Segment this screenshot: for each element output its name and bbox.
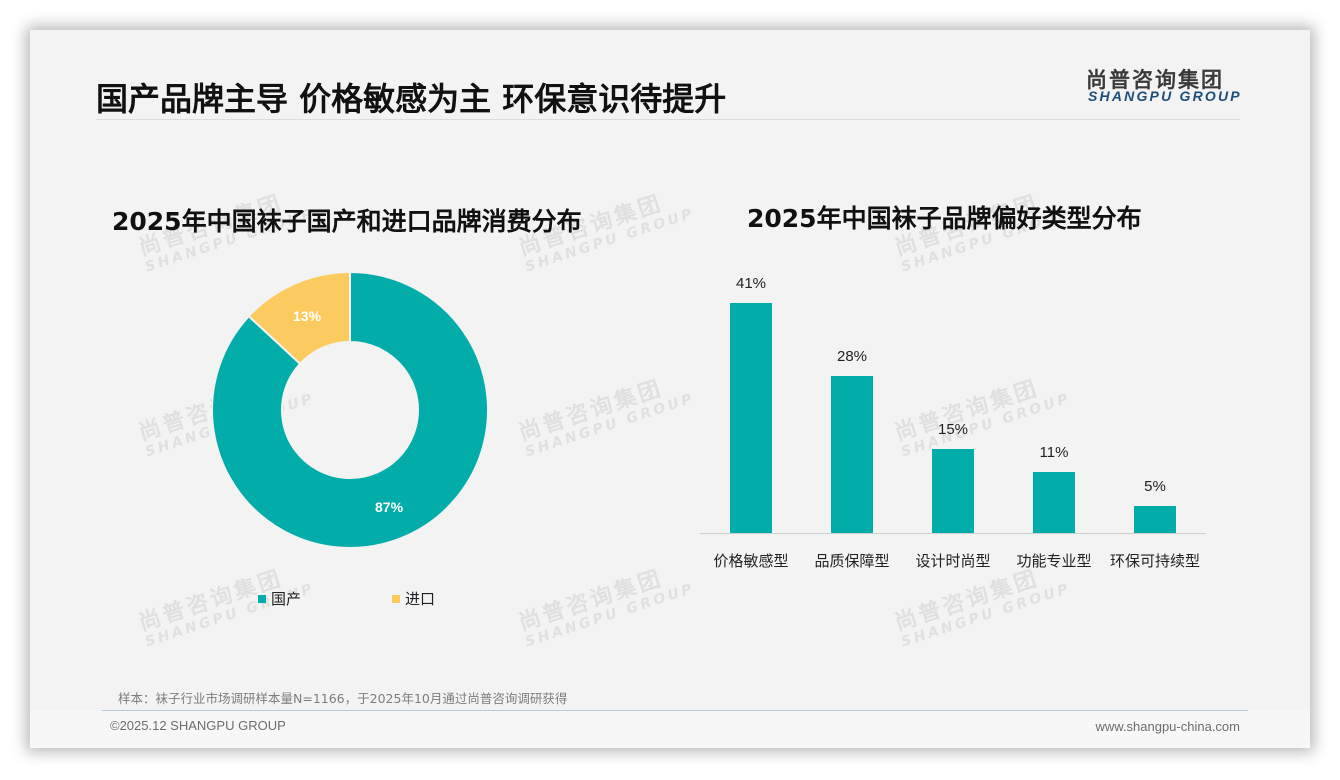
legend-item-domestic: 国产 <box>258 588 301 609</box>
bar-value-label: 28% <box>836 348 868 365</box>
header-divider <box>96 119 1240 120</box>
donut-svg <box>211 270 490 549</box>
footer-divider <box>102 710 1248 711</box>
bar-eco <box>1134 506 1176 533</box>
bar-design <box>932 449 974 533</box>
bar-chart-title: 2025年中国袜子品牌偏好类型分布 <box>747 204 1142 233</box>
donut-label-imported: 13% <box>293 308 322 324</box>
bar-quality <box>831 376 873 533</box>
bar-value-label: 41% <box>735 275 767 292</box>
bar-value-label: 5% <box>1144 478 1166 495</box>
donut-slice-imported <box>247 270 351 366</box>
sample-note: 样本：袜子行业市场调研样本量N=1166，于2025年10月通过尚普咨询调研获得 <box>118 691 568 706</box>
bar-category-label: 价格敏感型 <box>713 552 789 570</box>
website-link[interactable]: www.shangpu-china.com <box>1095 719 1240 734</box>
legend-label: 国产 <box>271 591 302 608</box>
logo-cn: 尚普咨询集团 <box>1086 68 1224 92</box>
bar-value-label: 15% <box>937 421 969 438</box>
slide: 国产品牌主导 价格敏感为主 环保意识待提升 尚普咨询集团 SHANGPU GRO… <box>30 30 1310 748</box>
bar-category-label: 设计时尚型 <box>915 552 991 570</box>
bar-category-label: 环保可持续型 <box>1109 552 1200 570</box>
copyright: ©2025.12 SHANGPU GROUP <box>110 718 286 733</box>
donut-chart-title: 2025年中国袜子国产和进口品牌消费分布 <box>112 207 582 236</box>
bar-functional <box>1033 472 1075 533</box>
legend-swatch-teal <box>258 594 266 603</box>
bar-price-sensitive <box>730 303 772 533</box>
donut-label-domestic: 87% <box>375 499 404 515</box>
legend-label: 进口 <box>405 591 436 608</box>
page-title: 国产品牌主导 价格敏感为主 环保意识待提升 <box>96 80 727 118</box>
legend-swatch-yellow <box>392 594 400 603</box>
bar-category-label: 品质保障型 <box>814 552 890 570</box>
logo-en: SHANGPU GROUP <box>1088 88 1242 104</box>
donut-chart: 13% 87% <box>211 270 490 549</box>
x-axis-line <box>700 533 1206 534</box>
bar-category-label: 功能专业型 <box>1016 552 1092 570</box>
legend-item-imported: 进口 <box>392 588 435 609</box>
footer-bar <box>30 711 1310 748</box>
bar-value-label: 11% <box>1039 444 1069 461</box>
